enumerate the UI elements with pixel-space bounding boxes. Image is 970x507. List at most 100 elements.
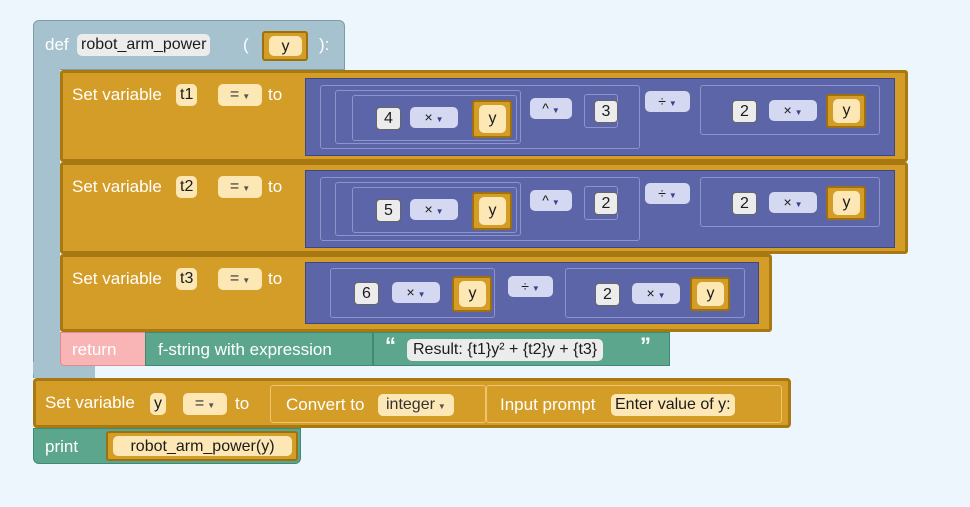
var-field-y[interactable]: y [150,393,166,415]
den-var-y-block[interactable]: y [690,277,730,311]
product-group[interactable] [352,95,517,141]
open-quote-icon: “ [385,333,396,358]
def-keyword: def [45,35,69,54]
power-group[interactable] [335,90,521,144]
set-variable-label: Set variable [72,269,162,288]
convert-block[interactable] [270,385,486,423]
to-label: to [268,177,283,196]
dropdown-arrow-icon: ▼ [794,200,803,209]
exponent-number[interactable]: 2 [594,192,618,215]
den-var-y-block[interactable]: y [826,94,866,128]
convert-label: Convert to [286,395,365,414]
div-op-value: ÷ [658,185,666,201]
return-block[interactable] [60,332,150,366]
div-op-value: ÷ [521,278,529,294]
def-block-spine [33,68,60,378]
def-block-footer [33,362,95,378]
den-var-y-field[interactable]: y [697,282,724,306]
assign-op-dropdown[interactable]: = ▼ [218,176,262,198]
den-mul-op-value: × [783,194,792,210]
mul-op-value: × [424,201,433,217]
den-var-y-field[interactable]: y [833,99,860,123]
dropdown-arrow-icon: ▼ [435,115,444,124]
input-block[interactable] [486,385,782,423]
fstring-template-field[interactable]: Result: {t1}y² + {t2}y + {t3} [407,339,604,361]
dropdown-arrow-icon: ▼ [657,291,666,300]
assign-op-dropdown[interactable]: = ▼ [183,393,227,415]
den-coef-number[interactable]: 2 [732,192,757,215]
den-mul-op-value: × [646,285,655,301]
div-op-dropdown[interactable]: ÷ ▼ [508,276,553,297]
var-y-block[interactable]: y [452,276,492,312]
open-paren: ( [243,35,249,54]
power-group[interactable] [335,182,521,236]
call-block[interactable]: robot_arm_power(y) [106,431,298,461]
coef-number[interactable]: 6 [354,282,379,305]
div-op-dropdown[interactable]: ÷ ▼ [645,91,690,112]
den-mul-op-dropdown[interactable]: × ▼ [769,192,817,213]
den-var-y-block[interactable]: y [826,186,866,220]
convert-type-value: integer [386,396,435,413]
mul-op-dropdown[interactable]: × ▼ [410,107,458,128]
numerator-group[interactable] [320,85,640,149]
product-group[interactable] [330,268,495,318]
numerator-group[interactable] [320,177,640,241]
coef-number[interactable]: 4 [376,107,401,130]
den-coef-number[interactable]: 2 [732,100,757,123]
var-field-t2[interactable]: t2 [176,176,198,198]
pow-op-dropdown[interactable]: ^ ▼ [530,98,572,119]
assign-op-value: = [194,395,205,412]
den-coef-number[interactable]: 2 [595,283,620,306]
dropdown-arrow-icon: ▼ [794,108,803,117]
dropdown-arrow-icon: ▼ [668,99,677,108]
assign-op-dropdown[interactable]: = ▼ [218,268,262,290]
dropdown-arrow-icon: ▼ [417,290,426,299]
dropdown-arrow-icon: ▼ [242,92,251,101]
assign-op-value: = [229,178,240,195]
div-op-dropdown[interactable]: ÷ ▼ [645,183,690,204]
close-quote-icon: ” [640,333,651,358]
product-group[interactable] [352,187,517,233]
input-label: Input prompt [500,395,596,414]
mul-op-dropdown[interactable]: × ▼ [392,282,440,303]
param-y-field[interactable]: y [269,36,302,56]
return-keyword: return [72,340,117,359]
mul-op-value: × [406,284,415,300]
param-y-block[interactable]: y [262,31,308,61]
set-variable-label: Set variable [72,177,162,196]
convert-type-dropdown[interactable]: integer ▼ [378,394,454,416]
var-field-t1[interactable]: t1 [176,84,198,106]
print-keyword: print [45,437,79,456]
var-y-field[interactable]: y [479,105,506,133]
denominator-group[interactable] [565,268,745,318]
var-y-field[interactable]: y [459,281,486,307]
pow-op-dropdown[interactable]: ^ ▼ [530,190,572,211]
var-y-block[interactable]: y [472,100,512,138]
dropdown-arrow-icon: ▼ [551,198,560,207]
exponent-number[interactable]: 3 [594,100,618,123]
var-y-block[interactable]: y [472,192,512,230]
assign-op-value: = [229,270,240,287]
close-paren-colon: ): [319,35,330,54]
input-prompt-field[interactable]: Enter value of y: [611,394,735,416]
dropdown-arrow-icon: ▼ [668,191,677,200]
denominator-group[interactable] [700,85,880,135]
to-label: to [235,394,250,413]
assign-op-value: = [229,86,240,103]
fstring-block[interactable] [145,332,373,366]
var-field-t3[interactable]: t3 [176,268,198,290]
mul-op-dropdown[interactable]: × ▼ [410,199,458,220]
to-label: to [268,269,283,288]
div-op-value: ÷ [658,93,666,109]
function-name-field[interactable]: robot_arm_power [77,34,211,56]
var-y-field[interactable]: y [479,197,506,225]
assign-op-dropdown[interactable]: = ▼ [218,84,262,106]
coef-number[interactable]: 5 [376,199,401,222]
function-call-field[interactable]: robot_arm_power(y) [113,436,292,456]
denominator-group[interactable] [700,177,880,227]
den-mul-op-dropdown[interactable]: × ▼ [632,283,680,304]
dropdown-arrow-icon: ▼ [437,402,446,411]
den-var-y-field[interactable]: y [833,191,860,215]
den-mul-op-dropdown[interactable]: × ▼ [769,100,817,121]
pow-op-value: ^ [542,100,549,116]
